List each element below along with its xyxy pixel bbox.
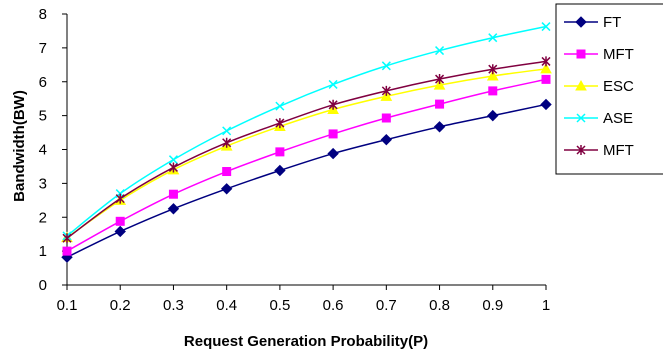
y-tick-label: 0: [39, 277, 47, 294]
data-point: [380, 133, 393, 146]
x-tick-label: 0.8: [429, 297, 450, 314]
legend-marker: [576, 49, 586, 59]
data-point: [220, 183, 233, 195]
series-3: [61, 62, 552, 243]
x-tick-label: 0.5: [269, 297, 290, 314]
data-point: [275, 101, 285, 111]
series-line: [66, 60, 547, 239]
data-point: [433, 121, 446, 133]
x-tick-label: 0.9: [482, 297, 503, 314]
legend: FT MFT ESC ASE MFT: [555, 3, 663, 175]
x-tick-label: 1: [542, 297, 550, 314]
data-point: [274, 164, 286, 177]
x-tick-label: 0.7: [376, 297, 397, 314]
legend-item: MFT: [564, 142, 634, 159]
x-tick-label: 0.6: [323, 297, 344, 314]
series-line: [66, 25, 547, 237]
y-axis-title: Bandwidth(BW): [11, 90, 28, 202]
data-point: [328, 79, 338, 89]
series-2: [62, 74, 551, 256]
legend-item: MFT: [564, 46, 634, 63]
legend-item: ASE: [564, 110, 633, 127]
y-tick-label: 4: [39, 142, 47, 159]
data-point: [62, 233, 72, 244]
legend-marker: [575, 16, 587, 28]
x-tick-label: 0.1: [57, 297, 78, 314]
data-point: [541, 22, 551, 32]
series-4: [62, 22, 551, 241]
x-tick-label: 0.4: [216, 297, 237, 314]
series-line: [66, 103, 547, 258]
data-point: [540, 98, 552, 111]
data-point: [488, 64, 498, 75]
data-point: [435, 99, 445, 109]
x-tick-label: 0.3: [163, 297, 184, 314]
series-5: [62, 56, 551, 244]
series-line: [66, 68, 547, 239]
data-point: [168, 189, 178, 199]
y-tick-label: 2: [39, 209, 47, 226]
y-tick-label: 6: [39, 74, 47, 91]
data-point: [435, 46, 445, 56]
y-tick-label: 8: [39, 6, 47, 23]
data-point: [487, 109, 499, 122]
legend-label: FT: [603, 14, 621, 31]
legend-box: [555, 3, 663, 175]
data-point: [327, 147, 339, 160]
data-point: [488, 33, 498, 43]
legend-label: MFT: [603, 46, 634, 63]
data-point: [167, 203, 180, 215]
data-point: [275, 118, 285, 129]
legend-marker: [575, 79, 587, 91]
data-point: [541, 56, 551, 67]
data-point: [381, 113, 391, 123]
data-point: [540, 62, 552, 74]
series-1: [61, 98, 552, 263]
data-point: [541, 74, 551, 84]
data-point: [114, 225, 126, 238]
series-layer: [61, 22, 552, 263]
data-point: [222, 126, 232, 136]
legend-label: ESC: [603, 78, 634, 95]
x-axis-title: Request Generation Probability(P): [184, 333, 428, 350]
data-point: [275, 147, 285, 157]
data-point: [486, 69, 499, 81]
data-point: [168, 155, 178, 165]
data-point: [222, 137, 232, 148]
data-point: [328, 99, 338, 110]
data-point: [435, 74, 445, 85]
data-point: [222, 167, 232, 177]
y-tick-label: 5: [39, 108, 47, 125]
plot-area: 0 1 2 3 4 5 6 7 8 0.1 0.2 0.3 0.4 0.5 0.6 0.7 0.8 0.9 1: [39, 6, 551, 314]
data-point: [328, 129, 338, 139]
legend-label: ASE: [603, 110, 633, 127]
data-point: [381, 61, 391, 71]
data-point: [381, 85, 391, 96]
y-tick-label: 3: [39, 175, 47, 192]
x-tick-label: 0.2: [110, 297, 131, 314]
data-point: [115, 193, 125, 204]
data-point: [115, 216, 125, 226]
y-tick-label: 1: [39, 243, 47, 260]
legend-marker: [576, 113, 586, 123]
series-line: [66, 78, 547, 252]
y-tick-label: 7: [39, 40, 47, 57]
data-point: [433, 79, 446, 90]
legend-item: ESC: [564, 78, 634, 95]
legend-marker: [576, 145, 586, 155]
data-point: [488, 86, 498, 96]
data-point: [168, 162, 178, 173]
legend-item: FT: [564, 14, 621, 31]
legend-label: MFT: [603, 142, 634, 159]
data-point: [62, 246, 72, 256]
